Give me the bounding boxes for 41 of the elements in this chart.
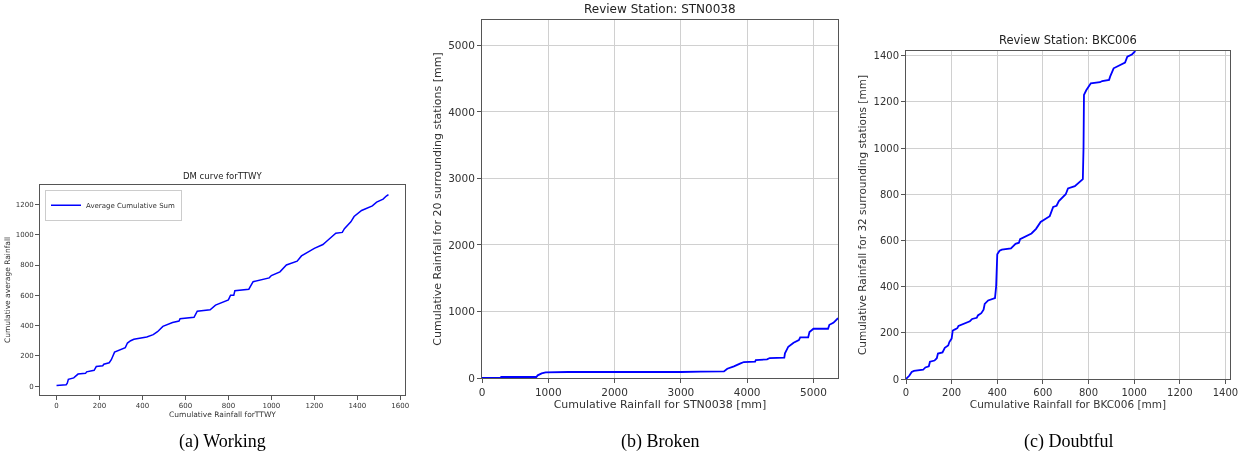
y-tick-label: 1200 <box>873 96 899 108</box>
text: (c) Doubtful <box>1024 431 1114 452</box>
x-tick-label: 1000 <box>534 385 562 398</box>
line-series <box>906 51 1137 379</box>
y-tick-label: 800 <box>879 188 899 200</box>
line-series <box>55 193 390 387</box>
y-tick-label: 1000 <box>873 142 899 154</box>
y-tick-label: 3000 <box>448 172 475 185</box>
x-tick-label: 4000 <box>733 385 761 398</box>
y-tick-label: 0 <box>892 373 899 385</box>
y-axis-title: Cumulative Rainfall for 20 surrounding stations [mm] <box>430 52 444 346</box>
x-axis-title: Cumulative Rainfall for BKC006 [mm] <box>969 398 1167 410</box>
y-tick-label: 2000 <box>448 238 475 251</box>
line-series <box>482 317 838 378</box>
x-tick-label: 0 <box>478 385 486 398</box>
x-tick-label: 0 <box>902 387 910 398</box>
x-tick-label: 1400 <box>1212 387 1239 398</box>
x-tick-label: 200 <box>942 387 962 398</box>
y-tick-label: 200 <box>879 327 899 339</box>
x-tick-label: 2000 <box>601 385 628 398</box>
text: (b) Broken <box>621 431 700 452</box>
y-tick-label: 5000 <box>448 38 475 51</box>
x-tick-label: 3000 <box>667 385 695 398</box>
x-tick-label: 800 <box>1078 387 1099 398</box>
chart-title: Review Station: STN0038 <box>584 2 736 16</box>
y-tick-label: 1400 <box>873 50 899 62</box>
x-tick-label: 600 <box>1033 387 1053 398</box>
text: (a) Working <box>179 431 266 452</box>
x-tick-label: 5000 <box>800 385 827 398</box>
y-tick-label: 600 <box>879 234 899 246</box>
y-tick-label: 400 <box>879 281 899 293</box>
x-tick-label: 1000 <box>1121 387 1147 398</box>
y-tick-label: 0 <box>468 371 475 384</box>
x-tick-label: 1200 <box>1167 387 1193 398</box>
y-axis-title: Cumulative Rainfall for 32 surrounding stations [mm] <box>856 74 869 356</box>
x-axis-title: Cumulative Rainfall for STN0038 [mm] <box>553 397 767 411</box>
y-tick-label: 4000 <box>448 105 475 118</box>
x-tick-label: 400 <box>987 387 1007 398</box>
y-tick-label: 1000 <box>448 305 475 318</box>
chart-title: DM curve forTTWY <box>183 171 263 181</box>
chart-title: Review Station: BKC006 <box>999 33 1137 47</box>
